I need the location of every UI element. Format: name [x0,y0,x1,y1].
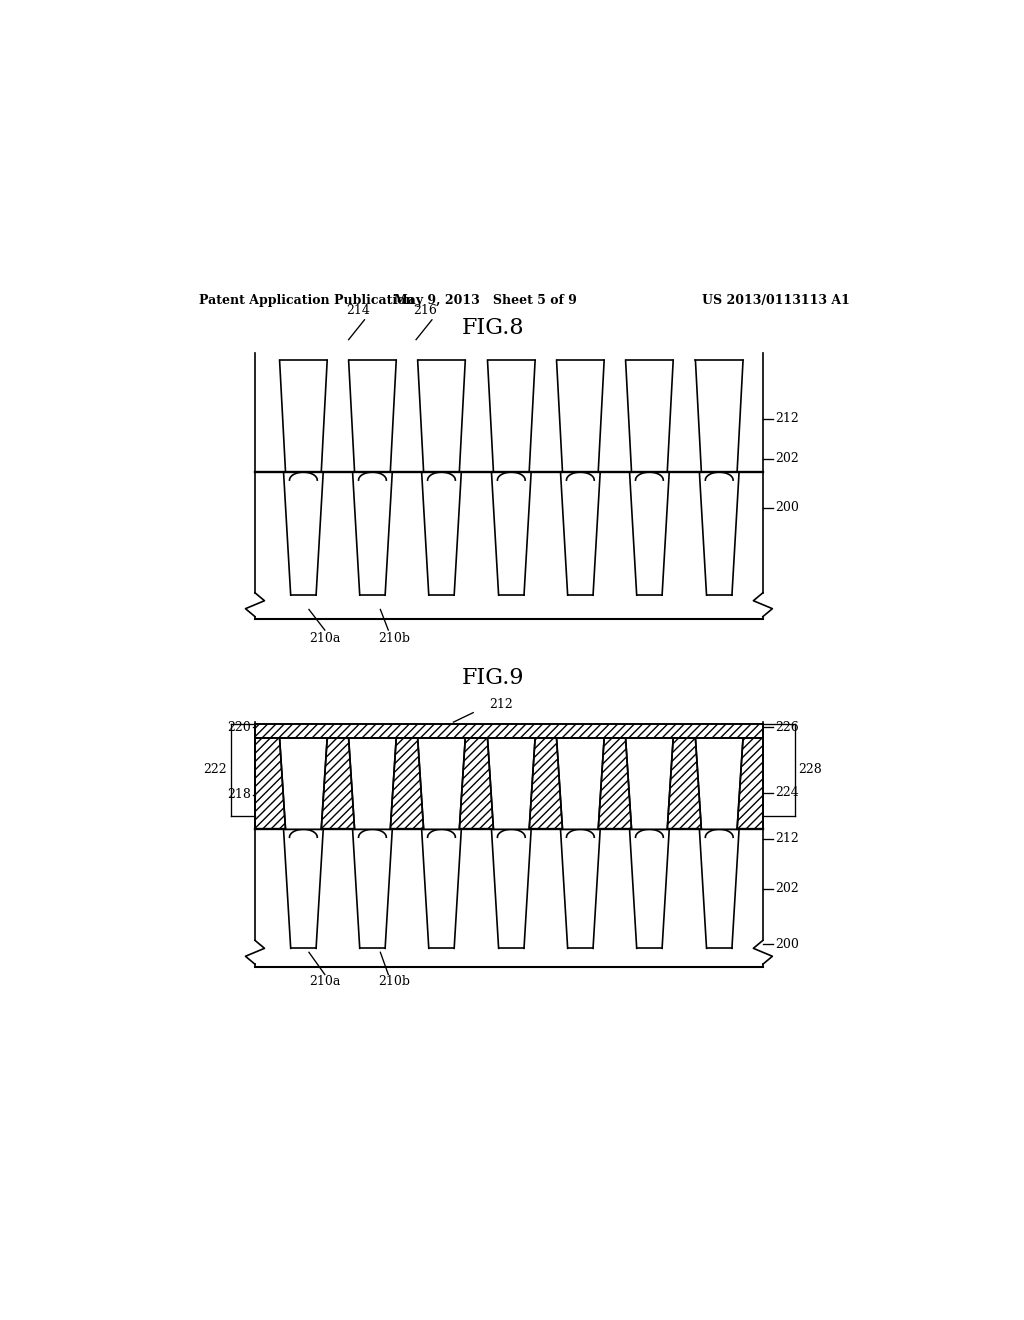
Text: Patent Application Publication: Patent Application Publication [200,293,415,306]
Polygon shape [626,738,673,829]
Bar [255,738,763,829]
Text: FIG.9: FIG.9 [462,667,524,689]
Polygon shape [556,738,604,829]
Text: 226: 226 [775,721,799,734]
Text: 210a: 210a [309,974,341,987]
Polygon shape [280,738,328,829]
Text: 210b: 210b [378,632,410,645]
Text: 220: 220 [227,721,251,734]
Text: 214: 214 [346,305,370,317]
Polygon shape [348,738,396,829]
Text: May 9, 2013   Sheet 5 of 9: May 9, 2013 Sheet 5 of 9 [393,293,577,306]
Bar [255,723,763,738]
Text: 202: 202 [775,453,799,465]
Text: 216: 216 [414,305,437,317]
Text: 212: 212 [775,412,799,425]
Text: 200: 200 [775,937,799,950]
Polygon shape [487,738,536,829]
Polygon shape [695,738,743,829]
Text: 222: 222 [204,763,227,776]
Text: 218: 218 [227,788,251,801]
Text: 228: 228 [799,763,822,776]
Text: 200: 200 [775,502,799,515]
Text: 224: 224 [775,787,799,800]
Text: 212: 212 [775,833,799,845]
Text: 210a: 210a [309,632,341,645]
Text: FIG.8: FIG.8 [462,317,524,339]
Text: 202: 202 [775,882,799,895]
Text: 212: 212 [489,698,513,711]
Text: 210b: 210b [378,974,410,987]
Text: US 2013/0113113 A1: US 2013/0113113 A1 [702,293,850,306]
Polygon shape [418,738,465,829]
